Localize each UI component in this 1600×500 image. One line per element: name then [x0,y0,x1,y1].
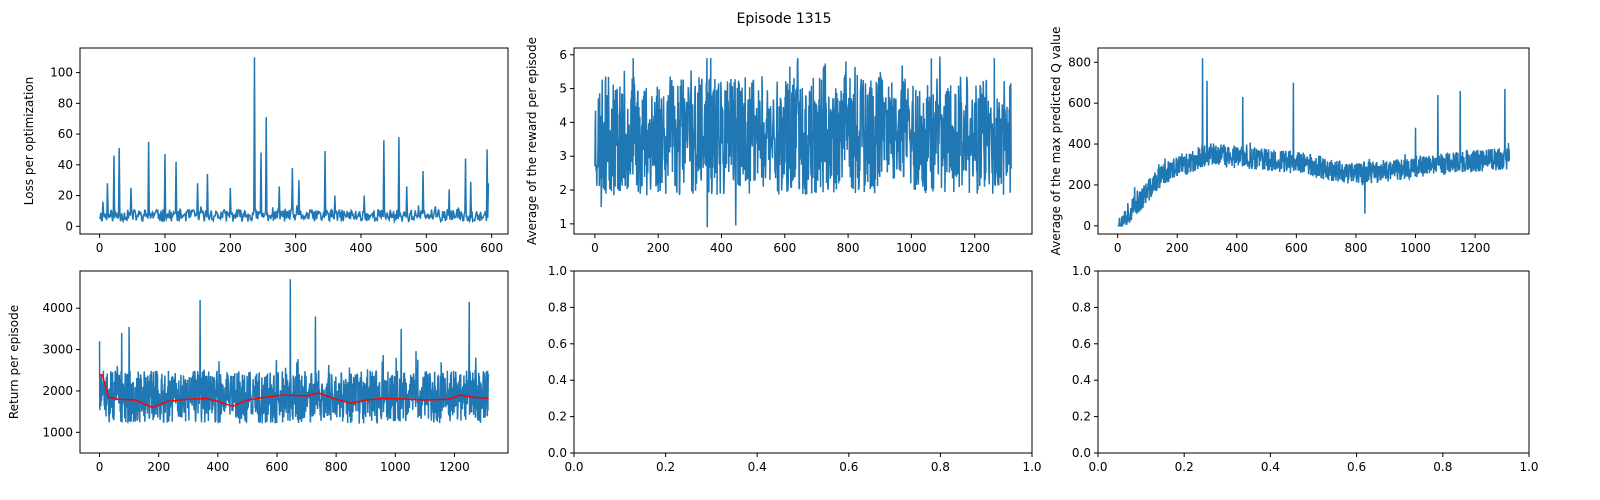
y-tick-label: 0.8 [548,300,567,314]
x-tick-label: 1.0 [1519,460,1538,474]
subplot-6: 0.0 0.2 0.4 0.6 0.8 1.0 0.0 0.2 0.4 0.6 0.8 1.0 [1072,264,1539,474]
x-tick-label: 1200 [1460,241,1491,255]
x-tick-label: 800 [1344,241,1367,255]
y-tick-label: 3000 [42,343,73,357]
x-tick-label: 0 [96,460,104,474]
x-tick-label: 0.0 [564,460,583,474]
subplot-1-series-1-line [98,57,490,225]
x-tick-label: 400 [350,241,373,255]
y-tick-label: 1 [559,217,567,231]
y-tick-label: 1.0 [548,264,567,278]
subplot-3-axes-frame [1097,47,1530,235]
y-tick-label: 0.0 [548,446,567,460]
x-tick-label: 0.2 [656,460,675,474]
subplot-2-axes-frame [573,47,1033,235]
x-tick-label: 0.6 [839,460,858,474]
x-tick-label: 1.0 [1022,460,1041,474]
y-tick-label: 40 [58,158,73,172]
x-tick-label: 200 [147,460,170,474]
subplot-4-axes-frame [79,270,509,454]
y-tick-label: 100 [50,66,73,80]
y-axis-label: Average of the max predicted Q value [1049,27,1063,256]
x-tick-label: 200 [219,241,242,255]
x-tick-label: 800 [325,460,348,474]
x-tick-label: 1200 [959,241,990,255]
subplot-6-axes-frame [1097,270,1530,454]
y-tick-label: 0.0 [1072,446,1091,460]
y-tick-label: 0.4 [1072,373,1091,387]
x-tick-label: 0.0 [1088,460,1107,474]
y-tick-label: 20 [58,189,73,203]
x-tick-label: 0.8 [1433,460,1452,474]
x-tick-label: 600 [480,241,503,255]
x-tick-label: 1000 [380,460,411,474]
x-tick-label: 0.4 [748,460,767,474]
y-tick-label: 0.2 [1072,410,1091,424]
subplot-5-axes-frame [573,270,1033,454]
y-axis-label: Loss per optimization [22,77,36,206]
y-tick-label: 2000 [42,384,73,398]
x-tick-label: 1200 [439,460,470,474]
x-tick-label: 300 [284,241,307,255]
y-tick-label: 0.2 [548,410,567,424]
x-tick-label: 400 [710,241,733,255]
y-tick-label: 5 [559,82,567,96]
subplot-4-series-2-line [99,373,489,409]
subplot-1-axes-frame [79,47,509,235]
y-tick-label: 1.0 [1072,264,1091,278]
y-tick-label: 0.6 [1072,337,1091,351]
y-tick-label: 200 [1068,178,1091,192]
y-tick-label: 600 [1068,96,1091,110]
y-tick-label: 0.6 [548,337,567,351]
y-axis-label: Return per episode [7,305,21,419]
x-tick-label: 800 [837,241,860,255]
y-tick-label: 400 [1068,137,1091,151]
x-tick-label: 400 [1225,241,1248,255]
subplot-4: 0 200 400 600 800 1000 1200 1000 2000 3000 4000 Ret… [7,270,509,474]
x-tick-label: 1000 [1400,241,1431,255]
y-tick-label: 4 [559,115,567,129]
y-tick-label: 0.8 [1072,300,1091,314]
y-axis-label: Average of the reward per episode [525,37,539,245]
figure-suptitle: Episode 1315 [736,11,831,27]
x-tick-label: 100 [153,241,176,255]
y-tick-label: 0 [1083,219,1091,233]
y-tick-label: 0.4 [548,373,567,387]
x-tick-label: 0.8 [931,460,950,474]
y-tick-label: 0 [65,219,73,233]
x-tick-label: 500 [415,241,438,255]
x-tick-label: 0 [96,241,104,255]
subplot-1: 0 100 200 300 400 500 600 0 20 40 60 80 100 Loss per … [22,47,509,255]
x-tick-label: 0 [1114,241,1122,255]
x-tick-label: 0.6 [1347,460,1366,474]
y-tick-label: 80 [58,96,73,110]
y-tick-label: 3 [559,149,567,163]
y-tick-label: 60 [58,127,73,141]
x-tick-label: 0.2 [1175,460,1194,474]
subplot-5: 0.0 0.2 0.4 0.6 0.8 1.0 0.0 0.2 0.4 0.6 0.8 1.0 [548,264,1042,474]
x-tick-label: 0 [591,241,599,255]
y-tick-label: 2 [559,183,567,197]
subplot-2-series-1-line [594,56,1012,228]
subplot-2: 0 200 400 600 800 1000 1200 1 2 3 4 5 6 Average of th… [525,37,1033,255]
x-tick-label: 1000 [896,241,927,255]
x-tick-label: 600 [266,460,289,474]
x-tick-label: 600 [1285,241,1308,255]
x-tick-label: 400 [206,460,229,474]
subplot-3: 0 200 400 600 800 1000 1200 0 200 400 600 800 Averag… [1049,27,1530,256]
y-tick-label: 6 [559,48,567,62]
x-tick-label: 200 [1166,241,1189,255]
y-tick-label: 1000 [42,425,73,439]
x-tick-label: 600 [773,241,796,255]
subplot-4-series-1-line [98,279,490,424]
y-tick-label: 4000 [42,301,73,315]
y-tick-label: 800 [1068,55,1091,69]
x-tick-label: 200 [647,241,670,255]
subplot-3-series-1-line [1117,58,1511,227]
x-tick-label: 0.4 [1261,460,1280,474]
